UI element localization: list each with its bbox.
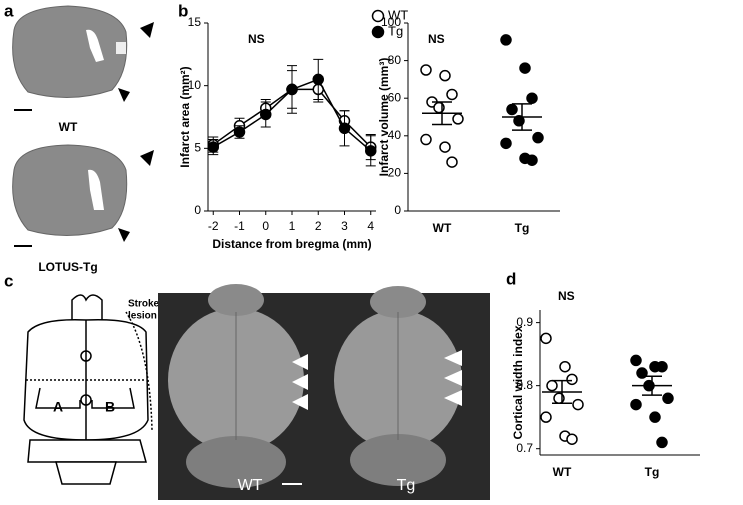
panel-label: c: [4, 271, 13, 290]
point: [207, 141, 219, 153]
error-bar: [552, 379, 572, 405]
y-tick-label: 80: [388, 53, 402, 67]
point: [452, 113, 464, 125]
y-tick-label: 0.7: [516, 441, 533, 455]
brain-diagram: [23, 294, 153, 485]
diagram-label: Stroke: [128, 299, 160, 310]
point: [338, 122, 351, 135]
legend-label: Tg: [388, 23, 403, 38]
brain-section: [12, 144, 154, 247]
photo-label: WT: [238, 477, 263, 494]
point: [662, 392, 674, 405]
error-bar: [512, 103, 532, 131]
diagram-label: A: [53, 399, 63, 415]
y-axis-label: Infarct volume (mm³): [377, 58, 391, 177]
legend-marker: [371, 25, 385, 39]
x-tick-label: 0: [262, 219, 269, 233]
x-tick-label: -2: [208, 219, 219, 233]
point: [506, 103, 518, 116]
point: [572, 398, 584, 411]
point: [420, 133, 432, 146]
photo-label: Tg: [397, 477, 416, 494]
y-tick-label: 60: [388, 90, 402, 104]
point: [260, 108, 272, 121]
y-tick-label: 5: [194, 141, 201, 155]
y-axis-label: Cortical width index: [511, 325, 525, 439]
x-tick-label: WT: [433, 221, 452, 235]
y-tick-label: 10: [188, 78, 202, 92]
point: [656, 436, 668, 449]
point: [446, 156, 458, 168]
x-axis-label: Distance from bregma (mm): [212, 237, 371, 251]
point: [500, 34, 512, 46]
point: [656, 360, 668, 373]
annotation: NS: [428, 32, 445, 46]
x-tick-label: 2: [315, 219, 322, 233]
point: [526, 92, 538, 104]
point: [546, 379, 558, 392]
legend-marker: [371, 9, 385, 23]
brain-photo: [158, 284, 490, 500]
point: [540, 332, 552, 345]
x-tick-label: 4: [367, 219, 374, 233]
x-tick-label: -1: [234, 219, 245, 233]
y-tick-label: 0: [394, 203, 401, 217]
panel-label: a: [4, 1, 14, 20]
y-tick-label: 100: [381, 15, 401, 29]
x-tick-label: WT: [553, 465, 572, 479]
section-label: WT: [59, 120, 78, 134]
error-bar: [642, 375, 662, 396]
brain-section: [12, 5, 154, 111]
point: [566, 373, 578, 386]
x-tick-label: 1: [289, 219, 296, 233]
point: [365, 145, 377, 157]
annotation: NS: [248, 32, 265, 46]
point: [439, 141, 451, 153]
x-tick-label: Tg: [515, 221, 530, 235]
x-tick-label: Tg: [645, 465, 660, 479]
legend-label: WT: [388, 7, 408, 22]
y-tick-label: 15: [188, 15, 202, 29]
point: [566, 433, 578, 445]
point: [233, 126, 246, 138]
y-tick-label: 0.9: [516, 315, 533, 329]
panel-label: d: [506, 269, 516, 288]
point: [540, 411, 552, 423]
y-tick-label: 0.8: [516, 378, 533, 392]
point: [312, 73, 324, 86]
point: [500, 137, 512, 150]
y-tick-label: 0: [194, 203, 201, 217]
diagram-label: lesion: [128, 311, 157, 322]
point: [649, 411, 661, 423]
point: [519, 62, 531, 74]
annotation: NS: [558, 289, 575, 303]
panel-label: b: [178, 1, 188, 20]
point: [559, 360, 571, 373]
point: [439, 69, 451, 82]
point: [630, 354, 642, 367]
x-tick-label: 3: [341, 219, 348, 233]
y-tick-label: 40: [388, 128, 402, 142]
error-bar: [432, 101, 452, 126]
y-tick-label: 20: [388, 166, 402, 180]
point: [532, 131, 544, 144]
point: [420, 64, 432, 76]
diagram-label: B: [105, 399, 115, 415]
point: [446, 88, 458, 101]
point: [286, 83, 298, 96]
section-label: LOTUS-Tg: [38, 260, 97, 274]
point: [526, 154, 538, 166]
y-axis-label: Infarct area (mm²): [178, 66, 192, 167]
point: [630, 398, 642, 411]
